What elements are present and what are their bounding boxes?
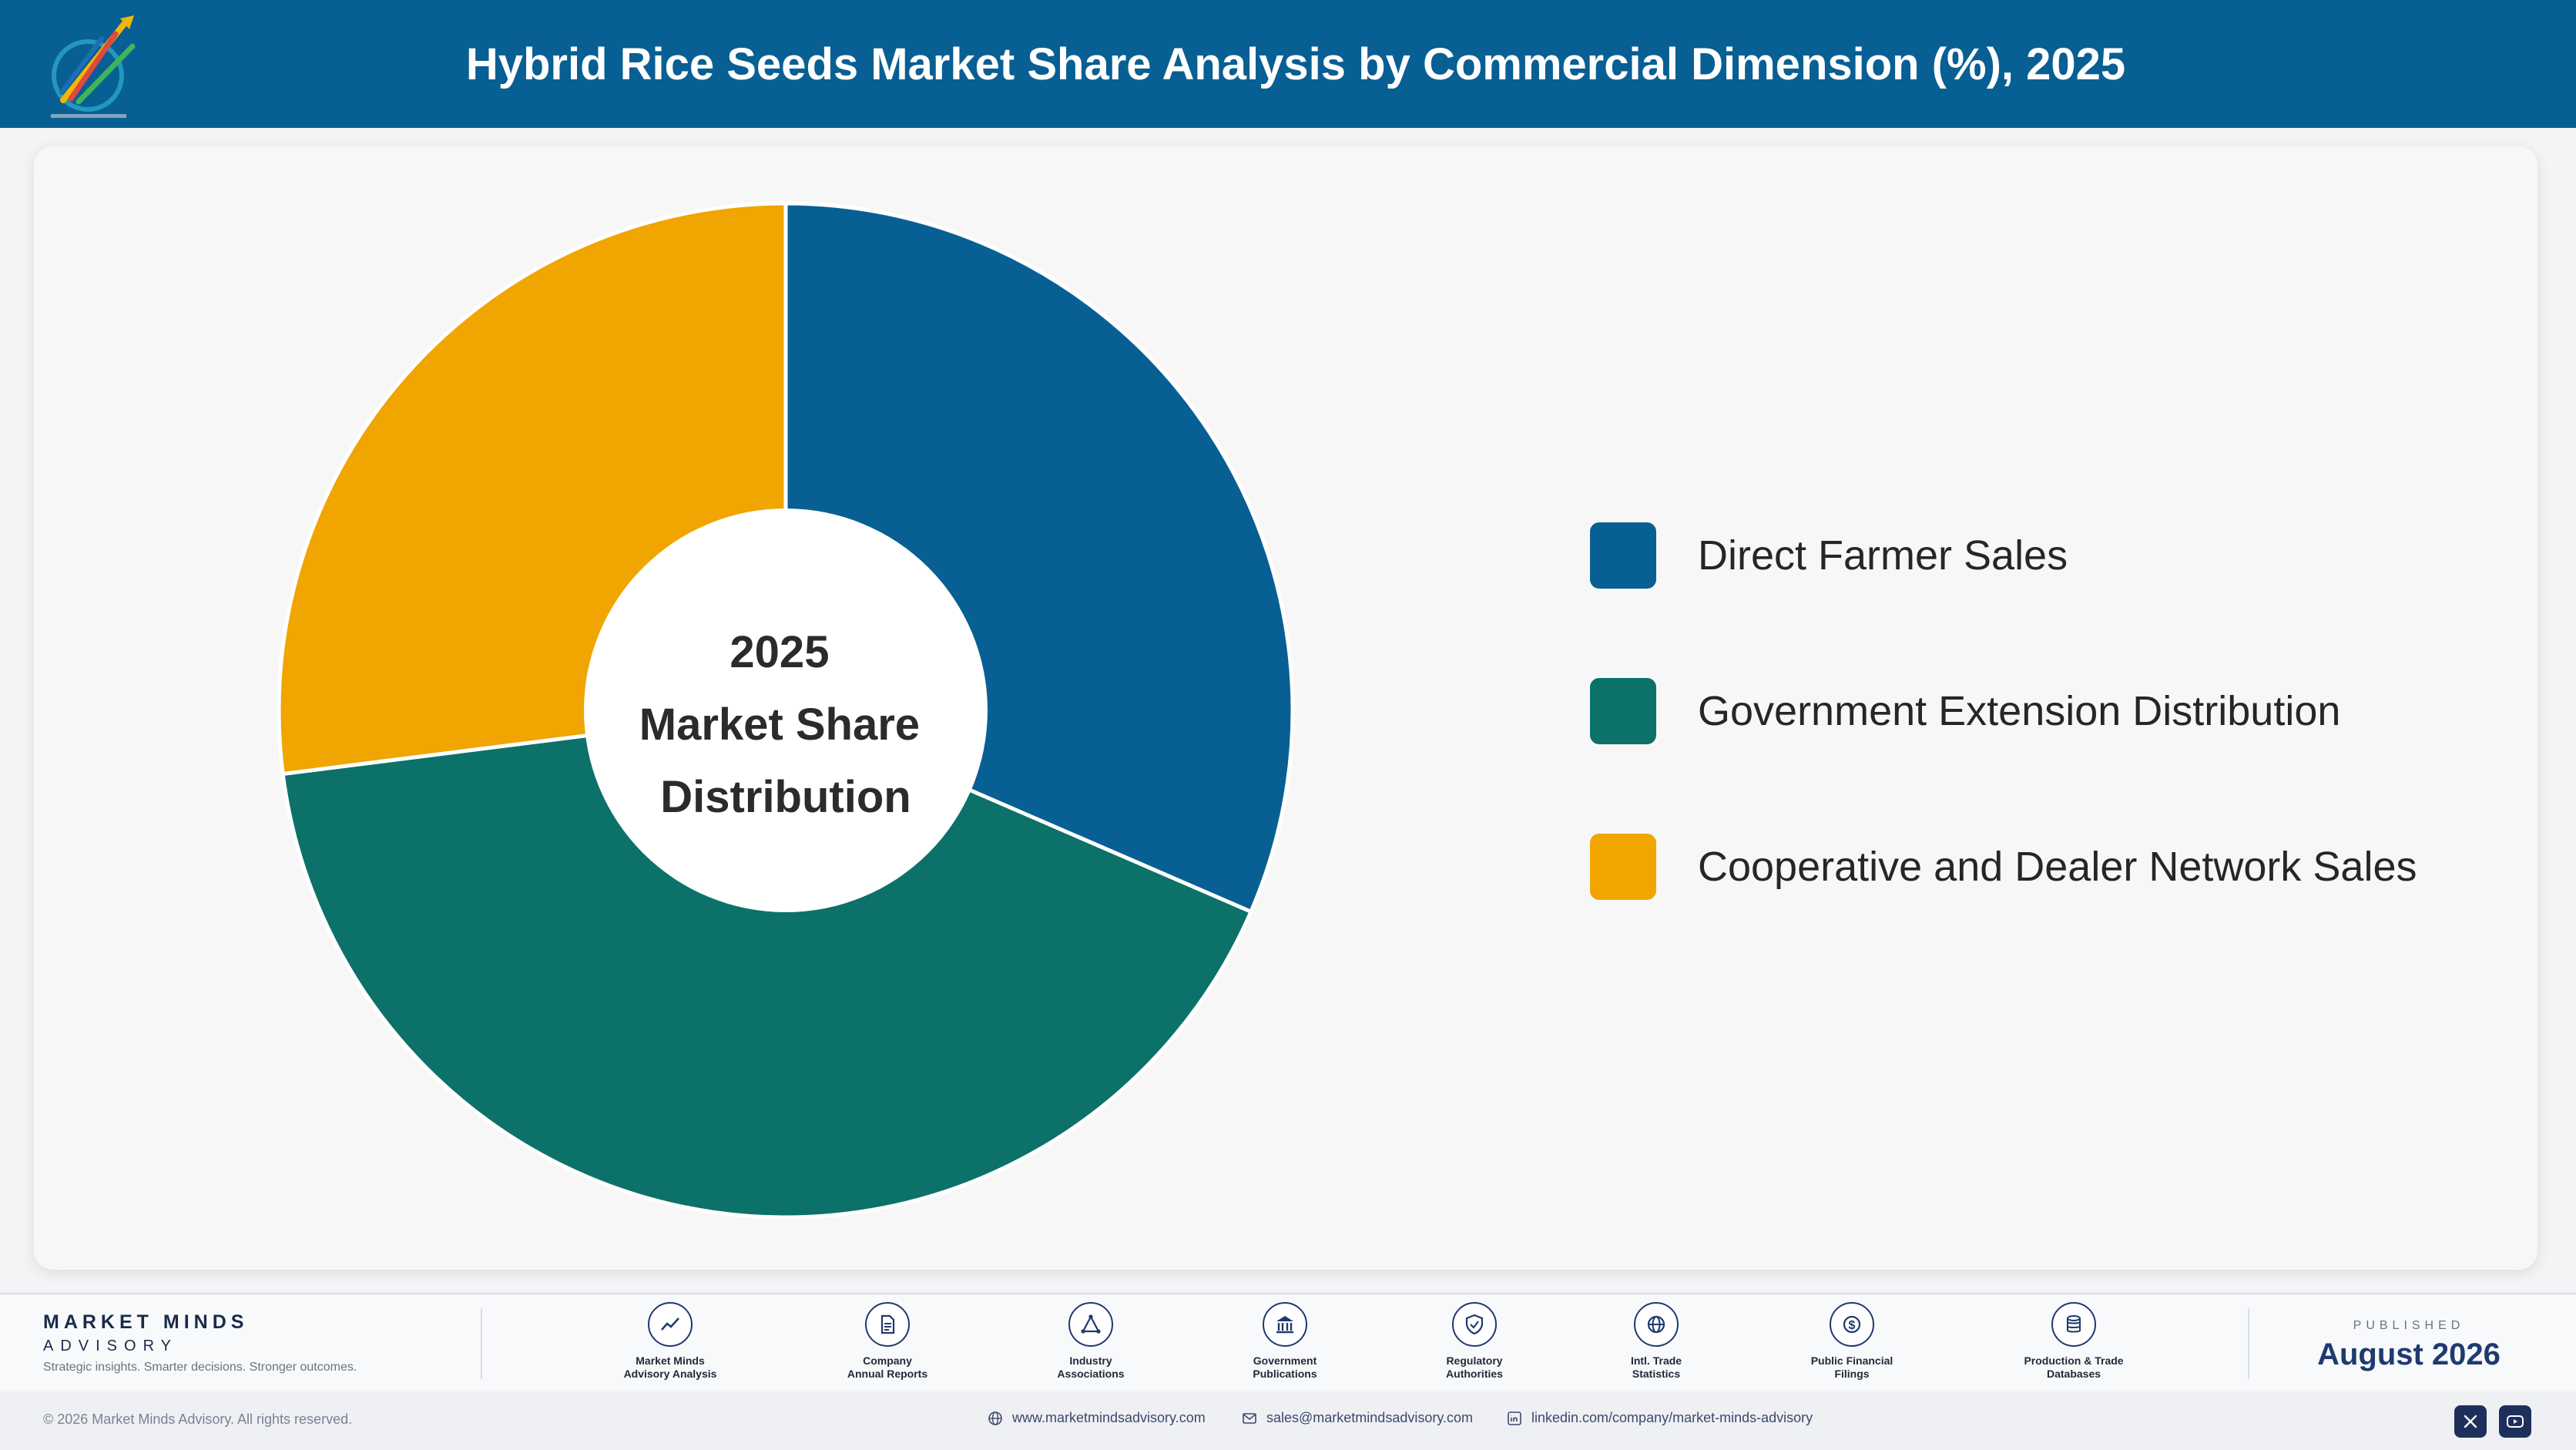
x-icon <box>2464 1415 2477 1428</box>
legend-item-direct-farmer-sales: Direct Farmer Sales <box>1590 521 2553 590</box>
pie-slice-government-extension-distribution <box>280 708 1254 1220</box>
svg-text:$: $ <box>1849 1319 1856 1332</box>
footer-divider <box>0 1293 2576 1294</box>
globe-icon <box>1634 1302 1679 1347</box>
network-icon <box>1068 1302 1113 1347</box>
legend-swatch <box>1590 834 1656 900</box>
chart-card: 2025 Market Share Distribution Direct Fa… <box>34 146 2537 1270</box>
x-social-button[interactable] <box>2454 1405 2487 1438</box>
globe-icon <box>988 1411 1003 1426</box>
legend-label: Government Extension Distribution <box>1698 688 2341 734</box>
youtube-icon <box>2507 1415 2524 1428</box>
legend-swatch <box>1590 678 1656 744</box>
copyright-text: © 2026 Market Minds Advisory. All rights… <box>43 1411 353 1427</box>
center-text-line-2: Market Share <box>639 700 920 750</box>
source-label: Public Financial Filings <box>1810 1354 1893 1380</box>
source-label: Industry Associations <box>1057 1354 1125 1380</box>
brand-subtitle: ADVISORY <box>43 1338 178 1354</box>
footer-separator <box>2248 1308 2249 1379</box>
donut-chart: 2025 Market Share Distribution <box>277 201 1295 1220</box>
source-regulatory-authorities: Regulatory Authorities <box>1397 1302 1551 1381</box>
brand-name: MARKET MINDS <box>43 1311 249 1333</box>
source-industry-associations: Industry Associations <box>1014 1302 1168 1381</box>
company-logo <box>51 15 136 118</box>
shield-check-icon <box>1452 1302 1497 1347</box>
legend-label: Direct Farmer Sales <box>1698 532 2068 579</box>
svg-text:2025 Market Share: 2025 Market Share Distribution <box>639 627 932 822</box>
source-company-annual-reports: Company Annual Reports <box>810 1302 964 1381</box>
source-market-minds-analysis: Market Minds Advisory Analysis <box>593 1302 747 1381</box>
published-label: PUBLISHED <box>2353 1319 2465 1332</box>
source-public-financial-filings: $ Public Financial Filings <box>1775 1302 1929 1381</box>
source-production-trade-databases: Production & Trade Databases <box>1997 1302 2151 1381</box>
website-link[interactable]: www.marketmindsadvisory.com <box>988 1410 1206 1426</box>
brand-tagline: Strategic insights. Smarter decisions. S… <box>43 1361 357 1374</box>
source-intl-trade-statistics: Intl. Trade Statistics <box>1579 1302 1733 1381</box>
website-text: www.marketmindsadvisory.com <box>1012 1410 1206 1425</box>
published-date: August 2026 <box>2317 1338 2501 1371</box>
email-link[interactable]: sales@marketmindsadvisory.com <box>1242 1410 1473 1426</box>
youtube-social-button[interactable] <box>2499 1405 2531 1438</box>
source-government-publications: Government Publications <box>1208 1302 1362 1381</box>
legend-label: Cooperative and Dealer Network Sales <box>1698 844 2417 890</box>
email-text: sales@marketmindsadvisory.com <box>1266 1410 1474 1425</box>
source-label: Intl. Trade Statistics <box>1630 1354 1682 1380</box>
center-text-line-3: Distribution <box>660 772 911 822</box>
footer-bottom: © 2026 Market Minds Advisory. All rights… <box>0 1391 2576 1450</box>
header-bar: Hybrid Rice Seeds Market Share Analysis … <box>0 0 2576 128</box>
source-label: Company Annual Reports <box>847 1354 928 1380</box>
linkedin-icon <box>1507 1411 1522 1426</box>
legend-swatch <box>1590 522 1656 589</box>
footer-separator <box>481 1308 482 1379</box>
linkedin-link[interactable]: linkedin.com/company/market-minds-adviso… <box>1507 1410 1813 1426</box>
page-title: Hybrid Rice Seeds Market Share Analysis … <box>465 39 2126 89</box>
building-icon <box>1263 1302 1307 1347</box>
source-label: Government Publications <box>1253 1354 1317 1380</box>
mail-icon <box>1242 1411 1257 1426</box>
source-label: Market Minds Advisory Analysis <box>623 1354 717 1380</box>
center-text-year: 2025 <box>730 627 829 677</box>
footer-main: MARKET MINDS ADVISORY Strategic insights… <box>0 1294 2576 1390</box>
linkedin-text: linkedin.com/company/market-minds-adviso… <box>1531 1410 1813 1425</box>
document-icon <box>865 1302 910 1347</box>
chart-line-icon <box>648 1302 693 1347</box>
legend-item-government-extension-distribution: Government Extension Distribution <box>1590 676 2553 746</box>
donut-center <box>584 509 988 912</box>
source-label: Regulatory Authorities <box>1446 1354 1503 1380</box>
database-icon <box>2051 1302 2096 1347</box>
legend-item-cooperative-dealer-network-sales: Cooperative and Dealer Network Sales <box>1590 832 2553 901</box>
source-label: Production & Trade Databases <box>2024 1354 2124 1380</box>
dollar-coin-icon: $ <box>1830 1302 1874 1347</box>
